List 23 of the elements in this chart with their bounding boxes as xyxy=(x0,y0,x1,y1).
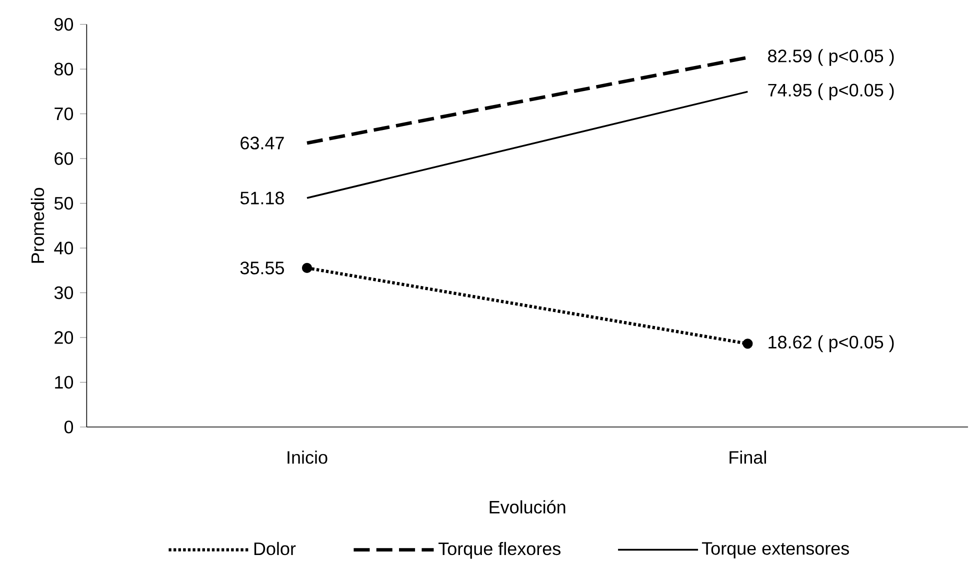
data-label: 63.47 xyxy=(240,136,284,150)
data-label: 82.59 ( p<0.05 ) xyxy=(768,49,894,66)
y-tick-label: 90 xyxy=(54,18,74,31)
y-tick-label: 20 xyxy=(54,331,74,344)
y-tick-label: 40 xyxy=(54,242,74,254)
data-label: 51.18 xyxy=(240,192,284,204)
y-tick-label: 60 xyxy=(54,152,74,165)
y-tick-label: 0 xyxy=(64,420,74,434)
y-tick-label: 50 xyxy=(54,196,74,210)
legend-label: Torque flexores xyxy=(438,542,560,559)
legend-label: Dolor xyxy=(254,542,296,556)
legend-label: Torque extensores xyxy=(702,542,849,558)
x-tick-label: Final xyxy=(730,450,766,464)
y-tick-label: 80 xyxy=(54,62,74,76)
y-tick-label: 10 xyxy=(55,376,74,389)
x-axis-title: Evolución xyxy=(490,500,566,514)
y-tick-label: 30 xyxy=(54,286,74,300)
x-tick-label: Inicio xyxy=(288,450,328,464)
data-label: 18.62 ( p<0.05 ) xyxy=(768,335,894,352)
y-tick-label: 70 xyxy=(54,107,74,120)
data-label: 74.95 ( p<0.05 ) xyxy=(768,83,894,100)
y-axis-title: Promedio xyxy=(30,188,44,263)
data-label: 35.55 xyxy=(240,262,284,274)
